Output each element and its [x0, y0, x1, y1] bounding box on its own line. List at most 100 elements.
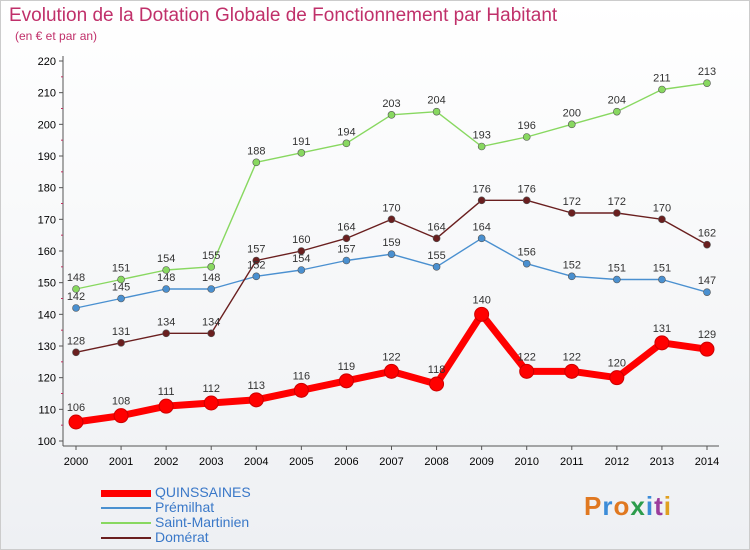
data-label: 176 [518, 183, 536, 195]
data-point [522, 259, 531, 268]
data-point [293, 382, 309, 398]
x-tick-label: 2009 [469, 456, 493, 468]
chart-subtitle: (en € et par an) [15, 29, 98, 43]
x-tick-label: 2012 [605, 456, 629, 468]
x-tick-label: 2007 [379, 456, 403, 468]
data-point [613, 107, 621, 116]
data-label: 151 [112, 263, 130, 275]
data-label: 191 [292, 136, 310, 148]
data-label: 118 [428, 364, 446, 376]
data-point [252, 256, 261, 265]
data-point [432, 234, 441, 243]
data-label: 157 [247, 244, 265, 256]
data-point [387, 215, 396, 224]
data-point [384, 363, 399, 379]
x-tick-label: 2010 [514, 456, 538, 468]
data-point [609, 370, 625, 386]
data-label: 122 [382, 351, 400, 363]
data-label: 160 [292, 234, 310, 246]
data-label: 142 [67, 291, 85, 303]
logo-letter: r [602, 491, 614, 521]
data-point [432, 263, 441, 271]
data-label: 152 [563, 259, 581, 271]
data-label: 151 [653, 263, 671, 275]
proxiti-logo: Proxiti [584, 491, 672, 522]
data-label: 176 [472, 183, 490, 195]
data-label: 116 [293, 370, 311, 382]
data-point [72, 304, 80, 312]
legend-label: Prémilhat [155, 499, 215, 515]
data-point [248, 392, 264, 408]
legend-swatch [101, 537, 151, 539]
y-tick-label: 220 [38, 56, 56, 68]
data-label: 145 [112, 282, 130, 294]
data-point [207, 329, 216, 338]
x-tick-label: 2006 [334, 456, 358, 468]
data-label: 112 [202, 383, 220, 395]
x-tick-label: 2013 [650, 456, 674, 468]
x-tick-label: 2004 [244, 456, 268, 468]
data-label: 194 [337, 126, 355, 138]
data-point [703, 288, 711, 296]
legend-label: Saint-Martinien [155, 514, 250, 530]
data-point [564, 363, 580, 379]
data-label: 134 [202, 316, 220, 328]
data-label: 164 [337, 221, 355, 233]
data-point [567, 272, 576, 281]
chart-title: Evolution de la Dotation Globale de Fonc… [9, 5, 558, 26]
data-point [432, 107, 441, 116]
data-point [342, 234, 351, 243]
data-point [567, 120, 576, 129]
data-label: 193 [472, 130, 490, 142]
data-point [522, 196, 531, 205]
data-label: 157 [337, 244, 355, 256]
data-label: 152 [247, 259, 265, 271]
y-tick-label: 120 [38, 373, 56, 385]
data-label: 119 [338, 361, 356, 373]
data-label: 204 [608, 95, 626, 107]
y-tick-label: 140 [38, 309, 56, 321]
data-point [703, 79, 711, 87]
y-tick-label: 210 [38, 88, 56, 100]
data-label: 134 [157, 316, 175, 328]
data-point [429, 376, 445, 392]
data-point [207, 285, 216, 293]
y-tick-label: 100 [38, 436, 56, 448]
data-label: 151 [608, 263, 626, 275]
data-point [158, 398, 174, 414]
data-point [117, 294, 125, 303]
data-point [252, 158, 261, 167]
data-label: 148 [67, 272, 85, 284]
data-point [474, 306, 490, 322]
data-point [297, 149, 306, 157]
y-tick-label: 200 [38, 119, 56, 131]
data-point [658, 215, 666, 224]
data-labels: 142 145 148 148 152 154 157 159 155 164 156 152 151 1… [67, 66, 716, 414]
series-quinssaines [68, 306, 715, 430]
y-tick-label: 130 [38, 341, 56, 353]
data-point [207, 263, 216, 271]
data-label: 155 [427, 250, 445, 262]
y-tick-label: 190 [38, 151, 56, 163]
data-point [387, 111, 396, 119]
logo-letter: o [613, 491, 631, 521]
x-tick-label: 2014 [695, 456, 719, 468]
data-point [252, 272, 261, 281]
data-label: 147 [698, 275, 716, 287]
data-label: 156 [518, 247, 536, 259]
data-point [203, 395, 219, 411]
data-point [297, 266, 306, 274]
data-point [162, 285, 170, 293]
x-tick-label: 2011 [560, 456, 584, 468]
data-label: 113 [248, 380, 266, 392]
data-label: 120 [608, 358, 626, 370]
data-point [613, 209, 621, 217]
data-point [297, 247, 306, 255]
data-label: 162 [698, 228, 716, 240]
x-tick-label: 2000 [64, 456, 88, 468]
series-saint-martinien [72, 79, 711, 293]
x-tick-labels: 2000 2001 2002 2003 2004 2005 2006 2007 2008 2009… [64, 456, 719, 468]
data-label: 140 [472, 294, 490, 306]
